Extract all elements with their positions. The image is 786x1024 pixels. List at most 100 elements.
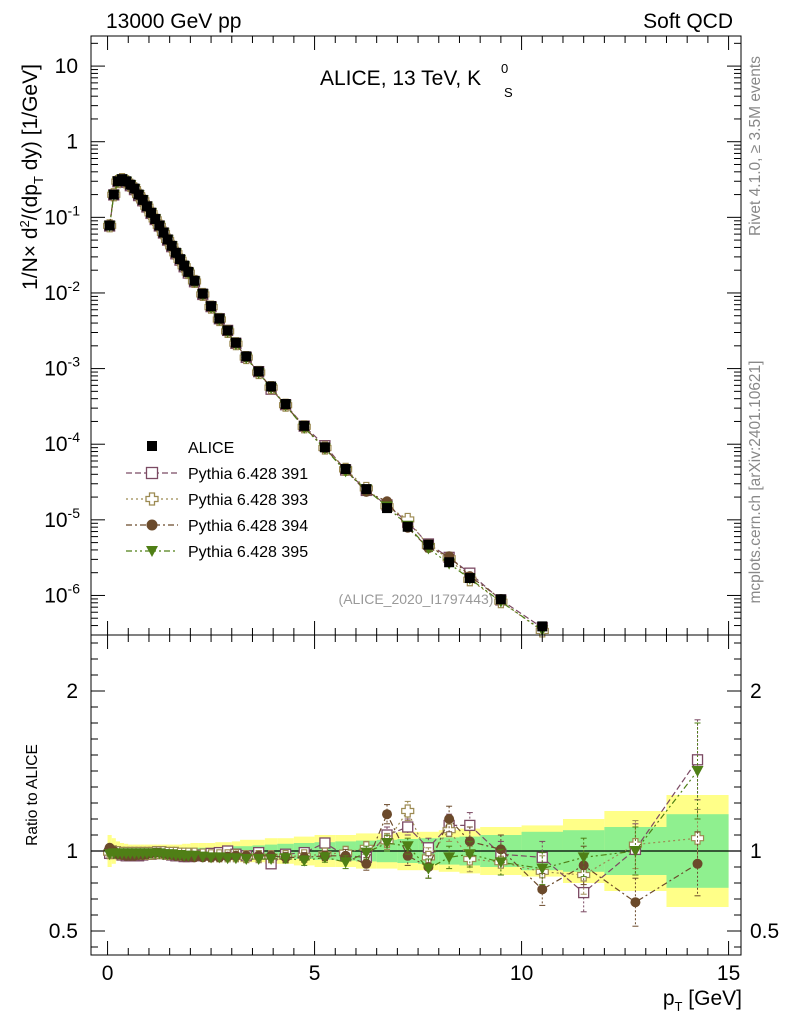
legend-label-394: Pythia 6.428 394 (188, 518, 308, 535)
main-point-alice (464, 573, 475, 584)
ratio-point-pythia-6.428-395 (381, 838, 394, 849)
ratio-plot-area (91, 719, 741, 927)
ratio-point-pythia-6.428-395 (536, 863, 549, 875)
main-point-alice (241, 351, 252, 362)
ratio-point-pythia-6.428-395 (360, 847, 373, 859)
main-point-alice (402, 521, 413, 532)
ratio-point-pythia-6.428-395 (691, 766, 704, 777)
ratio-point-pythia-6.428-391 (402, 821, 414, 833)
legend-entry-alice: ALICE (147, 440, 234, 457)
main-y-tick-label: 10-4 (44, 429, 80, 456)
main-point-alice (189, 275, 200, 286)
ratio-point-pythia-6.428-393 (401, 804, 415, 818)
main-y-tick-label: 10-1 (44, 202, 80, 229)
ratio-point-pythia-6.428-395 (463, 849, 476, 861)
header-left-label: 13000 GeV pp (106, 10, 241, 33)
legend-entry-391: Pythia 6.428 391 (126, 466, 308, 483)
main-y-tick-label-base: 10 (44, 433, 67, 456)
main-point-alice (319, 442, 330, 453)
main-point-alice (230, 337, 241, 348)
ratio-point-pythia-6.428-393 (690, 831, 705, 845)
main-point-alice (206, 301, 217, 312)
ratio-point-pythia-6.428-395 (265, 854, 278, 865)
main-y-tick-label-exp: -5 (68, 505, 81, 521)
ratio-point-pythia-6.428-395 (229, 853, 242, 865)
main-y-tick-label-base: 10 (55, 55, 78, 78)
main-plot-area (103, 173, 549, 638)
ratio-y-tick-label-right: 1 (750, 840, 762, 863)
main-y-axis-title-sub: T (31, 176, 46, 184)
ratio-point-pythia-6.428-394 (537, 884, 548, 895)
plot-title-superscript: 0 (501, 61, 508, 76)
main-y-tick-label-exp: -4 (68, 429, 81, 445)
main-point-alice (133, 189, 144, 200)
ratio-point-pythia-6.428-394 (692, 858, 703, 869)
main-y-axis-title-part3: /(dp (19, 184, 42, 220)
x-tick-label: 5 (309, 962, 321, 985)
ratio-panel: 0.5 0.5 1 1 2 2 0 5 10 15 Ratio to ALICE pT [GeV… (24, 634, 779, 1014)
main-y-axis-title-part2: d (19, 227, 42, 245)
main-y-tick-label-base: 10 (44, 358, 67, 381)
main-point-alice (170, 247, 181, 258)
x-axis-title: pT [GeV] (663, 987, 742, 1014)
main-y-axis-title-sup: 2 (17, 220, 32, 227)
plot-title-subscript: S (504, 85, 513, 100)
x-tick-label: 15 (717, 962, 740, 985)
ratio-y-ticks: 0.5 0.5 1 1 2 2 (49, 642, 779, 948)
x-axis-title-sub: T (675, 999, 683, 1014)
main-point-alice (162, 234, 173, 245)
ratio-x-ticks: 0 5 10 15 (102, 635, 740, 985)
main-point-alice (179, 260, 190, 271)
main-point-alice (361, 484, 372, 495)
ratio-point-pythia-6.428-395 (279, 853, 292, 865)
rivet-version-label: Rivet 4.1.0, ≥ 3.5M events (747, 56, 764, 236)
main-y-axis-title-part4: dy) [1/GeV] (19, 64, 42, 176)
ratio-point-pythia-6.428-394 (402, 850, 413, 861)
ratio-y-tick-label: 2 (66, 680, 78, 703)
ratio-point-pythia-6.428-395 (221, 853, 234, 865)
ratio-point-pythia-6.428-395 (298, 855, 311, 867)
legend-marker-395 (146, 546, 158, 557)
ratio-point-pythia-6.428-395 (213, 852, 226, 864)
ratio-point-pythia-6.428-391 (464, 819, 476, 832)
legend-label-391: Pythia 6.428 391 (188, 466, 308, 483)
legend-marker-391 (145, 466, 159, 480)
legend-marker-alice (147, 441, 157, 451)
x-tick-label: 10 (510, 962, 533, 985)
legend-marker-393 (145, 492, 159, 506)
main-y-tick-label: 10 (55, 55, 78, 78)
main-y-tick-label: 10-5 (44, 505, 80, 532)
ratio-y-tick-label: 0.5 (49, 920, 78, 943)
legend-entry-393: Pythia 6.428 393 (126, 492, 308, 509)
main-point-alice (197, 288, 208, 299)
main-y-tick-label-exp: -1 (68, 202, 81, 218)
ratio-panel-frame (90, 634, 742, 956)
main-x-ticks (107, 36, 730, 635)
ratio-point-pythia-6.428-394 (630, 897, 641, 908)
main-point-alice (444, 557, 455, 568)
ratio-y-axis-title: Ratio to ALICE (24, 744, 41, 846)
main-y-tick-label: 10-6 (44, 580, 80, 607)
main-point-alice (137, 194, 148, 205)
legend-entry-395: Pythia 6.428 395 (126, 544, 308, 561)
main-y-tick-label-base: 10 (44, 584, 67, 607)
x-axis-title-main: p (663, 987, 675, 1010)
main-y-tick-label-base: 1 (66, 131, 78, 154)
legend-label-393: Pythia 6.428 393 (188, 492, 308, 509)
main-point-alice (222, 325, 233, 336)
main-point-alice (108, 189, 119, 200)
legend-label-alice: ALICE (188, 440, 234, 457)
ratio-point-pythia-6.428-394 (444, 814, 455, 824)
ratio-point-pythia-6.428-395 (196, 851, 209, 863)
main-point-alice (104, 220, 115, 231)
x-tick-label: 0 (102, 962, 114, 985)
ratio-point-pythia-6.428-395 (443, 852, 456, 864)
ratio-point-pythia-6.428-394 (382, 809, 393, 820)
main-point-alice (299, 420, 310, 431)
main-y-tick-label-exp: -2 (68, 278, 81, 294)
ratio-point-pythia-6.428-395 (577, 852, 590, 864)
ratio-point-pythia-6.428-395 (401, 841, 414, 853)
main-point-alice (158, 227, 169, 238)
main-point-alice (280, 399, 291, 410)
